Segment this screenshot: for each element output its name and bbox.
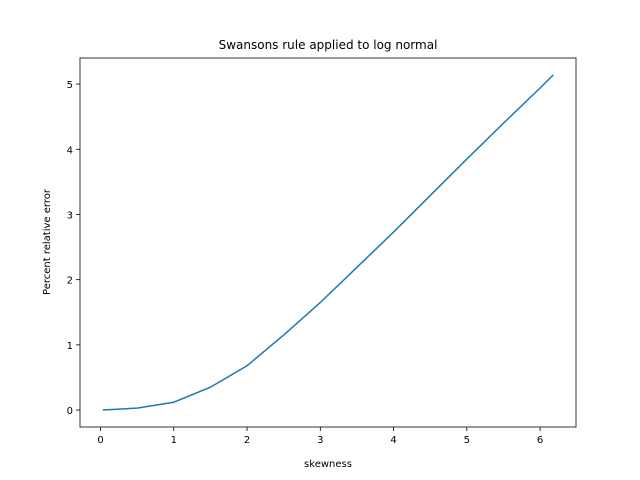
x-tick-label: 2: [244, 435, 250, 446]
x-tick-label: 4: [390, 435, 396, 446]
x-tick-label: 5: [464, 435, 470, 446]
y-tick-label: 5: [67, 80, 73, 91]
y-tick-label: 2: [67, 276, 73, 287]
x-tick-label: 0: [97, 435, 103, 446]
y-tick-label: 4: [67, 145, 73, 156]
x-tick-label: 3: [317, 435, 323, 446]
x-tick-label: 6: [537, 435, 543, 446]
y-axis-label: Percent relative error: [42, 188, 53, 295]
x-axis-label: skewness: [304, 459, 352, 470]
y-tick-label: 1: [67, 341, 73, 352]
y-tick-label: 3: [67, 210, 73, 221]
line-series: [102, 74, 554, 411]
chart-title: Swansons rule applied to log normal: [219, 38, 438, 52]
x-tick-label: 1: [171, 435, 177, 446]
axes-frame: [79, 57, 577, 428]
y-tick-label: 0: [67, 406, 73, 417]
